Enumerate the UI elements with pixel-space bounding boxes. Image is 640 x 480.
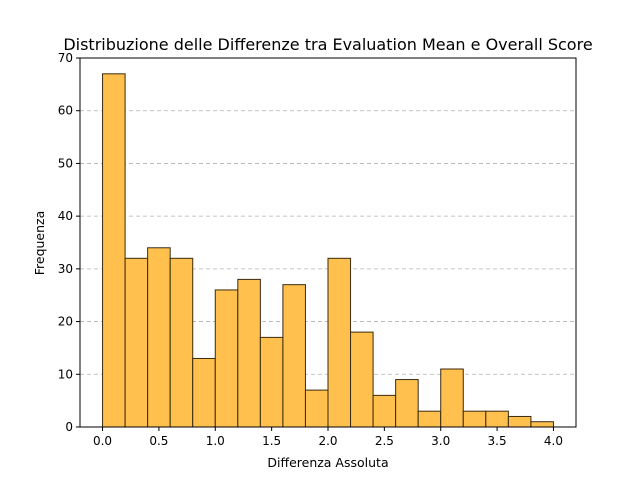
bar-12 bbox=[372, 394, 397, 428]
y-tick-label-3: 30 bbox=[58, 262, 73, 276]
x-tick-label-7: 3.5 bbox=[488, 434, 507, 448]
x-tick-label-1: 0.5 bbox=[149, 434, 168, 448]
x-tick-label-8: 4.0 bbox=[544, 434, 563, 448]
y-tick-label-5: 50 bbox=[58, 156, 73, 170]
bar-0 bbox=[102, 73, 126, 428]
y-tick-label-0: 0 bbox=[65, 420, 73, 434]
x-tick-label-6: 3.0 bbox=[431, 434, 450, 448]
bar-13 bbox=[395, 379, 419, 428]
x-tick-label-0: 0.0 bbox=[93, 434, 112, 448]
bar-18 bbox=[507, 415, 532, 428]
bar-16 bbox=[462, 410, 487, 428]
x-tick-label-3: 1.5 bbox=[262, 434, 281, 448]
bar-11 bbox=[350, 331, 374, 428]
y-axis-label: Frequenza bbox=[32, 211, 47, 276]
x-tick-label-4: 2.0 bbox=[318, 434, 337, 448]
bar-9 bbox=[304, 389, 329, 428]
x-axis-label: Differenza Assoluta bbox=[267, 455, 388, 470]
bar-5 bbox=[214, 289, 239, 428]
bar-4 bbox=[192, 357, 216, 428]
bar-6 bbox=[237, 278, 261, 428]
bar-7 bbox=[259, 336, 284, 428]
bar-2 bbox=[147, 247, 171, 428]
y-axis-ticks: 0 10 20 30 40 50 60 70 bbox=[58, 51, 80, 434]
x-axis-ticks: 0.0 0.5 1.0 1.5 2.0 2.5 3.0 3.5 4.0 bbox=[93, 427, 563, 448]
bar-19 bbox=[530, 421, 554, 428]
y-tick-label-7: 70 bbox=[58, 51, 73, 65]
bar-8 bbox=[282, 284, 306, 428]
bar-1 bbox=[124, 257, 149, 428]
bar-10 bbox=[327, 257, 352, 428]
y-tick-label-4: 40 bbox=[58, 209, 73, 223]
bar-14 bbox=[417, 410, 442, 428]
bar-3 bbox=[169, 257, 194, 428]
y-tick-label-1: 10 bbox=[58, 367, 73, 381]
x-tick-label-5: 2.5 bbox=[375, 434, 394, 448]
y-tick-label-2: 20 bbox=[58, 315, 73, 329]
bar-15 bbox=[440, 368, 464, 428]
x-tick-label-2: 1.0 bbox=[206, 434, 225, 448]
y-tick-label-6: 60 bbox=[58, 104, 73, 118]
bar-17 bbox=[485, 410, 509, 428]
bars bbox=[102, 73, 554, 428]
chart-title: Distribuzione delle Differenze tra Evalu… bbox=[63, 35, 592, 54]
